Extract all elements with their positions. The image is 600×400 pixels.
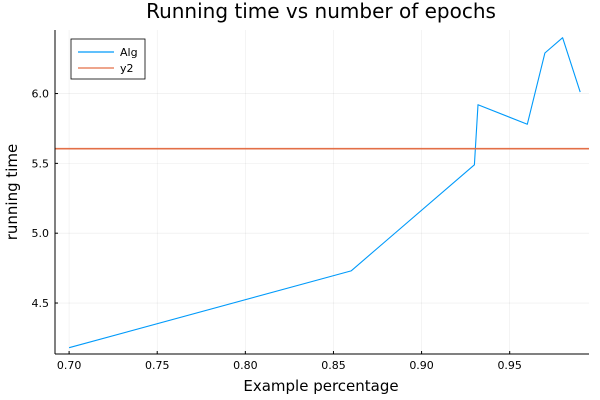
x-tick-label: 0.80 [233, 359, 258, 372]
y-tick-label: 5.0 [32, 227, 50, 240]
chart-title: Running time vs number of epochs [146, 0, 496, 23]
series-layer [55, 37, 589, 349]
y-axis-label: running time [3, 144, 21, 241]
x-tick-label: 0.85 [321, 359, 346, 372]
x-tick-label: 0.90 [409, 359, 434, 372]
grid-lines [55, 30, 589, 354]
legend-label-alg: Alg [120, 46, 138, 59]
x-tick-label: 0.75 [145, 359, 170, 372]
x-tick-label: 0.70 [57, 359, 82, 372]
y-tick-label: 6.0 [32, 88, 50, 101]
x-axis-label: Example percentage [243, 377, 398, 395]
y-tick-label: 5.5 [32, 157, 50, 170]
series-line-alg [68, 37, 581, 349]
y-ticks: 4.5 5.0 5.5 6.0 [32, 88, 58, 310]
legend-label-y2: y2 [120, 62, 134, 75]
x-tick-label: 0.95 [497, 359, 522, 372]
y-tick-label: 4.5 [32, 297, 50, 310]
legend-box [70, 38, 146, 80]
legend: Alg y2 [70, 38, 146, 80]
x-ticks: 0.70 0.75 0.80 0.85 0.90 0.95 [57, 351, 522, 372]
